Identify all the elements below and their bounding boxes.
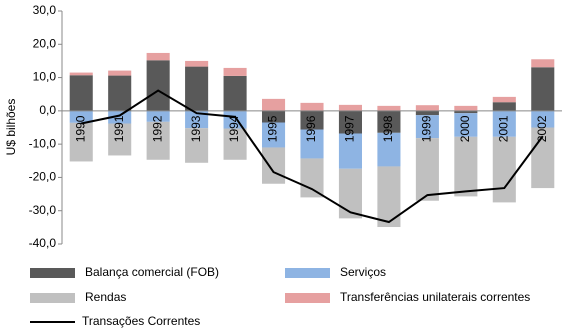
bar — [415, 138, 439, 201]
legend-label: Transações Correntes — [82, 314, 200, 328]
x-tick-label: 2002 — [535, 115, 549, 142]
x-tick-label: 1999 — [420, 115, 434, 142]
legend-label: Serviços — [340, 265, 386, 279]
bar — [415, 115, 439, 139]
x-tick-label: 1993 — [189, 115, 203, 142]
y-tick-label: -40,0 — [29, 236, 57, 250]
bar — [185, 60, 209, 67]
y-tick-label: 30,0 — [33, 3, 57, 17]
x-tick-label: 1997 — [343, 115, 357, 142]
bar — [454, 136, 478, 197]
bar — [531, 67, 555, 111]
bar — [146, 121, 170, 160]
bar — [69, 72, 93, 76]
x-tick-label: 1991 — [112, 115, 126, 142]
legend-label: Balança comercial (FOB) — [85, 265, 219, 279]
bar — [492, 110, 516, 137]
bar — [300, 102, 324, 111]
bar — [185, 110, 209, 129]
legend-swatch — [30, 293, 75, 303]
x-tick-label: 2000 — [458, 115, 472, 142]
legend-swatch — [30, 268, 75, 278]
bar — [108, 70, 132, 76]
x-tick-label: 1994 — [227, 115, 241, 142]
bar — [300, 110, 324, 130]
x-tick-label: 1990 — [73, 115, 87, 142]
legend-label: Transferências unilaterais correntes — [340, 290, 530, 304]
y-tick-label: -10,0 — [29, 136, 57, 150]
bar — [69, 75, 93, 111]
bar — [108, 123, 132, 156]
bar — [492, 102, 516, 111]
bar — [146, 52, 170, 61]
bar — [377, 166, 401, 228]
legend-label: Rendas — [85, 290, 126, 304]
bar — [146, 60, 170, 111]
bar — [338, 133, 362, 169]
bar — [454, 105, 478, 111]
y-tick-label: 10,0 — [33, 70, 57, 84]
x-tick-label: 1996 — [304, 115, 318, 142]
legend-swatch — [285, 268, 330, 278]
legend-swatch — [285, 293, 330, 303]
bar — [531, 110, 555, 128]
y-tick-label: -30,0 — [29, 203, 57, 217]
x-tick-label: 1992 — [150, 115, 164, 142]
bar — [415, 110, 439, 116]
bar — [300, 129, 324, 159]
x-tick-label: 2001 — [496, 115, 510, 142]
bar — [262, 147, 286, 184]
bar — [338, 110, 362, 134]
bar — [262, 122, 286, 148]
bar — [338, 104, 362, 111]
bar — [69, 122, 93, 162]
bar — [262, 110, 286, 123]
bar — [377, 110, 401, 133]
bar — [377, 132, 401, 167]
bar — [300, 158, 324, 198]
line — [81, 89, 544, 224]
bar — [108, 75, 132, 111]
bar — [223, 67, 247, 76]
y-tick-label: 20,0 — [33, 36, 57, 50]
bar — [262, 98, 286, 111]
y-axis-label: U$ bilhões — [4, 99, 18, 156]
bar — [223, 128, 247, 160]
y-tick-label: 0,0 — [39, 103, 56, 117]
y-tick-label: -20,0 — [29, 170, 57, 184]
bar — [454, 113, 478, 137]
x-tick-label: 1995 — [266, 115, 280, 142]
bar — [338, 168, 362, 219]
bar — [223, 75, 247, 111]
bar — [454, 110, 478, 114]
bar — [185, 66, 209, 111]
bar — [185, 128, 209, 163]
bar — [492, 96, 516, 103]
bar — [108, 110, 132, 124]
bar — [415, 105, 439, 111]
bar — [531, 59, 555, 68]
bar — [377, 105, 401, 111]
bar — [69, 110, 93, 123]
bar — [492, 136, 516, 203]
bar — [146, 110, 170, 122]
x-tick-label: 1998 — [381, 115, 395, 142]
